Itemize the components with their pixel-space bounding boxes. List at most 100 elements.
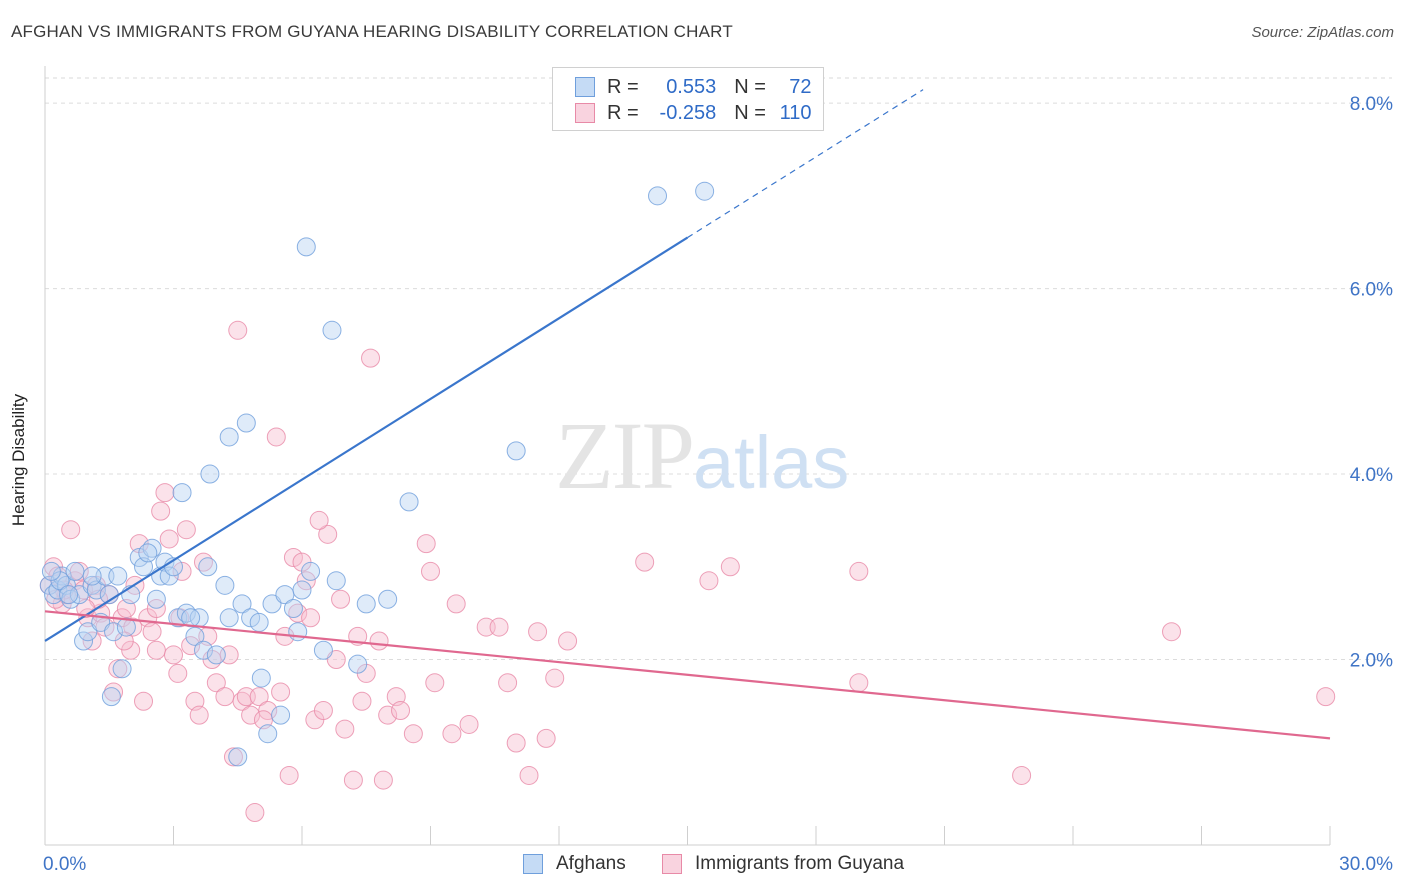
guyana-point <box>142 622 162 642</box>
guyana-point <box>425 673 445 693</box>
bottom-legend-swatch-afghans <box>523 854 543 874</box>
guyana-point <box>121 640 141 660</box>
gridlines <box>45 77 1392 661</box>
guyana-point <box>168 663 188 683</box>
bottom-legend-guyana: Immigrants from Guyana <box>662 851 904 877</box>
afghan-point <box>185 626 205 646</box>
guyana-point <box>313 701 333 721</box>
afghan-point <box>104 622 124 642</box>
guyana-point <box>245 803 265 823</box>
legend-r-value: -0.258 <box>659 101 717 124</box>
afghan-point <box>326 571 346 591</box>
watermark-zip: ZIP <box>555 402 695 509</box>
legend-n-value: 72 <box>789 75 812 98</box>
afghan-point <box>506 441 526 461</box>
guyana-point <box>181 636 201 656</box>
guyana-point <box>189 705 209 725</box>
afghan-point <box>219 427 239 447</box>
afghan-point <box>695 181 715 201</box>
guyana-point <box>296 571 316 591</box>
trendlines <box>44 89 1331 740</box>
afghan-point <box>219 608 239 628</box>
afghan-point <box>283 599 303 619</box>
guyana-point <box>403 724 423 744</box>
afghan-point <box>378 589 398 609</box>
afghan-point <box>116 617 136 637</box>
afghan-point <box>41 561 61 581</box>
x-tick-label-max: 30.0% <box>1339 854 1393 875</box>
afghan-point <box>206 645 226 665</box>
legend-swatch-afghans <box>575 77 595 97</box>
afghan-point <box>138 543 158 563</box>
guyana-point <box>176 520 196 540</box>
afghan-point <box>258 724 278 744</box>
guyana-point <box>446 594 466 614</box>
guyana-point <box>326 650 346 670</box>
afghan-point <box>82 566 102 586</box>
guyana-point <box>720 557 740 577</box>
afghan-point <box>193 640 213 660</box>
guyana-point <box>519 765 539 785</box>
bottom-legend-label-guyana: Immigrants from Guyana <box>695 853 905 874</box>
guyana-point <box>498 673 518 693</box>
guyana-point <box>489 617 509 637</box>
afghan-point <box>198 557 218 577</box>
afghan-point <box>129 548 149 568</box>
guyana-point <box>266 427 286 447</box>
afghan-point <box>78 622 98 642</box>
y-tick-labels: 2.0% 4.0% 6.0% 8.0% <box>1350 94 1393 671</box>
guyana-point <box>206 673 226 693</box>
afghan-point <box>356 594 376 614</box>
legend-n-label: N = <box>734 101 772 124</box>
guyana-point <box>849 561 869 581</box>
afghan-point <box>296 237 316 257</box>
afghan-point <box>59 585 79 605</box>
guyana-point <box>1316 687 1336 707</box>
afghan-point <box>159 566 179 586</box>
guyana-point <box>159 529 179 549</box>
watermark-atlas: atlas <box>693 421 850 504</box>
bottom-legend-swatch-guyana <box>662 854 682 874</box>
afghan-point <box>241 608 261 628</box>
guyana-point <box>318 524 338 544</box>
afghans-trendline <box>44 236 689 642</box>
guyana-point <box>391 701 411 721</box>
guyana-point <box>459 714 479 734</box>
guyana-point <box>1012 765 1032 785</box>
afghan-point <box>399 492 419 512</box>
afghan-point <box>228 747 248 767</box>
afghan-point <box>292 580 312 600</box>
afghan-point <box>313 640 333 660</box>
y-tick-label: 8.0% <box>1350 94 1393 115</box>
legend-n-value: 110 <box>779 101 812 124</box>
guyana-point <box>61 520 81 540</box>
y-tick-label: 2.0% <box>1350 651 1393 672</box>
guyana-point <box>699 571 719 591</box>
guyana-point <box>361 348 381 368</box>
guyana-point <box>343 770 363 790</box>
guyana-point <box>378 705 398 725</box>
afghan-point <box>39 575 59 595</box>
legend-r-label: R = <box>607 75 645 98</box>
afghan-point <box>172 483 192 503</box>
bottom-legend-label-afghans: Afghans <box>556 853 626 874</box>
guyana-point <box>123 617 143 637</box>
guyana-point <box>309 510 329 530</box>
legend-r-label: R = <box>607 101 645 124</box>
guyana-point <box>373 770 393 790</box>
guyana-point <box>369 631 389 651</box>
guyana-point <box>635 552 655 572</box>
afghan-point <box>101 687 121 707</box>
afghan-point <box>348 654 368 674</box>
guyana-point <box>1162 622 1182 642</box>
chart-title: AFGHAN VS IMMIGRANTS FROM GUYANA HEARING… <box>11 22 733 41</box>
afghan-point <box>322 320 342 340</box>
afghan-point <box>74 631 94 651</box>
guyana-point <box>421 561 440 581</box>
guyana-point <box>223 747 243 767</box>
guyana-point <box>228 320 248 340</box>
guyana-point <box>416 534 436 554</box>
afghan-point <box>271 705 291 725</box>
afghan-point <box>232 594 252 614</box>
